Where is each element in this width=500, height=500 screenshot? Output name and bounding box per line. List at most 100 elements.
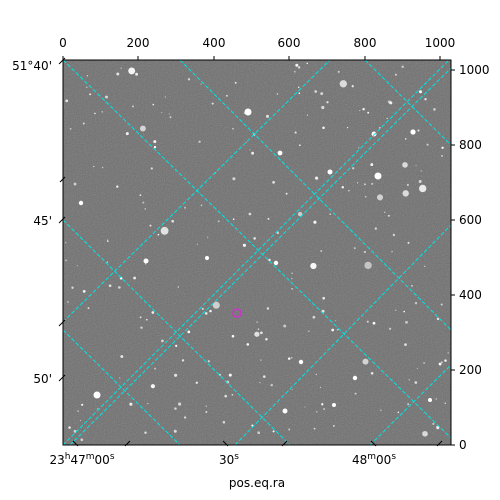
star <box>362 107 365 111</box>
star <box>69 128 72 130</box>
star <box>175 344 178 347</box>
star <box>106 261 108 263</box>
star <box>106 240 109 243</box>
star <box>299 144 301 147</box>
star <box>232 177 236 181</box>
star <box>297 66 301 69</box>
bottom-tick-label: 48m00s <box>352 452 396 467</box>
star <box>161 112 163 114</box>
grid-line <box>369 364 451 445</box>
star <box>207 360 210 363</box>
star <box>142 201 145 204</box>
star <box>200 204 203 207</box>
star <box>315 373 317 376</box>
star <box>82 122 85 125</box>
star <box>391 250 393 253</box>
star <box>267 217 270 220</box>
star <box>433 108 436 111</box>
target-marker <box>232 308 242 318</box>
star <box>268 258 271 262</box>
x-axis-label: pos.eq.ra <box>229 476 285 490</box>
star <box>306 114 308 116</box>
star <box>291 389 293 391</box>
grid-line <box>63 60 451 439</box>
bright-star <box>277 150 283 156</box>
star <box>401 65 404 68</box>
star <box>145 263 147 265</box>
star <box>224 394 228 398</box>
star <box>406 183 409 186</box>
star <box>419 184 427 193</box>
star <box>87 307 90 310</box>
star <box>420 170 422 172</box>
star <box>160 226 169 235</box>
star <box>129 402 133 406</box>
right-axis: 0 200 400 600 800 1000 <box>451 63 490 452</box>
star <box>157 233 160 236</box>
star <box>266 307 270 310</box>
star <box>259 381 261 384</box>
star <box>76 265 78 267</box>
star <box>71 286 74 289</box>
star <box>231 393 234 396</box>
star-field <box>65 62 449 442</box>
star <box>195 381 198 384</box>
star <box>211 102 214 105</box>
star <box>444 359 447 362</box>
star <box>370 163 374 167</box>
right-tick-label: 200 <box>459 363 482 377</box>
left-tick-label: 51°40' <box>12 59 52 73</box>
star <box>86 86 88 88</box>
star <box>265 337 268 341</box>
top-axis: 0 200 400 600 800 1000 <box>59 36 455 60</box>
star <box>312 315 316 319</box>
star <box>337 70 340 73</box>
star <box>353 247 356 250</box>
bright-star <box>78 200 84 206</box>
star <box>374 227 377 230</box>
star <box>410 284 413 287</box>
star <box>97 408 99 410</box>
coordinate-grid <box>63 60 451 445</box>
star <box>177 286 179 288</box>
star <box>149 224 152 227</box>
star <box>310 262 317 270</box>
star <box>209 309 212 313</box>
star <box>363 250 367 254</box>
right-tick-label: 800 <box>459 138 482 152</box>
bright-star <box>244 108 252 116</box>
star <box>407 241 410 244</box>
star <box>204 312 208 315</box>
star <box>297 86 300 89</box>
bright-star <box>428 398 432 402</box>
star <box>351 85 354 88</box>
star <box>266 114 269 118</box>
right-tick-label: 1000 <box>459 63 490 77</box>
star <box>332 424 335 427</box>
star <box>354 392 357 395</box>
star <box>125 132 129 136</box>
star <box>73 182 77 186</box>
star <box>225 94 228 97</box>
star <box>366 320 369 323</box>
star <box>372 321 376 325</box>
star <box>77 410 79 412</box>
star <box>144 208 146 210</box>
star <box>105 95 108 99</box>
star <box>150 384 155 389</box>
star <box>293 70 296 73</box>
star <box>298 92 301 95</box>
star <box>363 183 366 186</box>
star <box>408 379 411 381</box>
star <box>438 362 442 366</box>
star <box>313 220 317 224</box>
bright-star <box>332 403 336 407</box>
star <box>183 416 187 419</box>
star <box>362 358 369 365</box>
bright-star <box>273 260 279 266</box>
star <box>283 324 287 328</box>
star <box>228 373 232 377</box>
star <box>119 377 121 379</box>
star <box>153 140 157 144</box>
star <box>196 243 198 245</box>
